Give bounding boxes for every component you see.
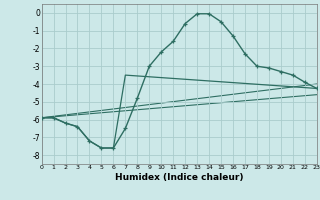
X-axis label: Humidex (Indice chaleur): Humidex (Indice chaleur): [115, 173, 244, 182]
